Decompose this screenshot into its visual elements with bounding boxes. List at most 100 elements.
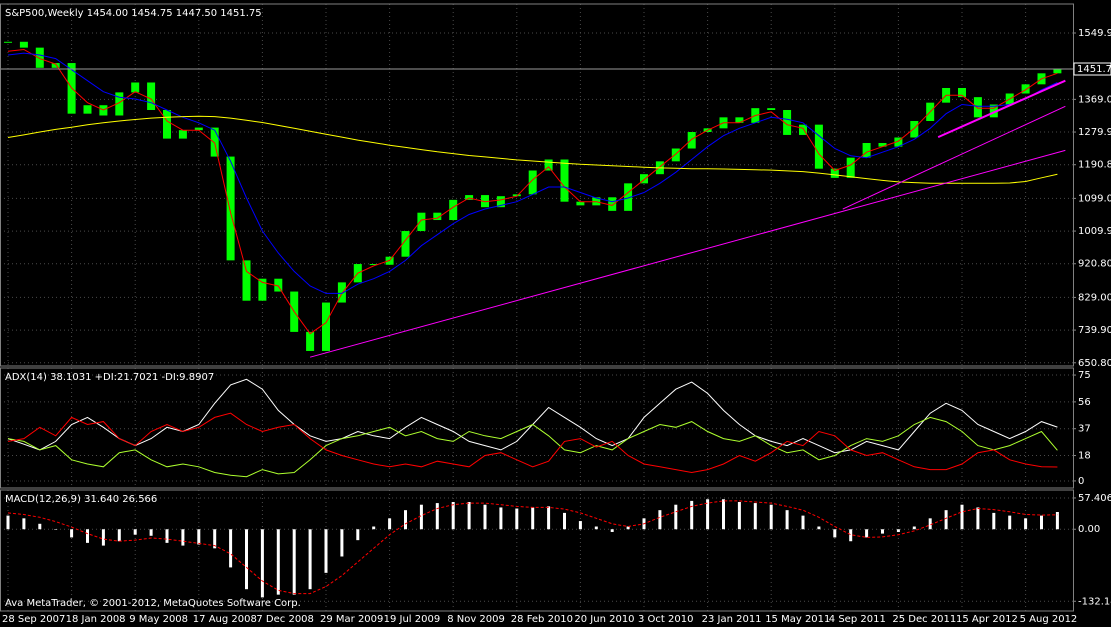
candle bbox=[226, 156, 235, 261]
histogram-bar bbox=[133, 529, 137, 535]
candle bbox=[322, 302, 330, 351]
histogram-bar bbox=[1008, 515, 1012, 530]
candle bbox=[465, 195, 474, 200]
histogram-bar bbox=[1024, 518, 1028, 530]
candle bbox=[481, 195, 489, 208]
candle bbox=[1021, 84, 1030, 94]
panel bbox=[0, 368, 1073, 488]
histogram-bar bbox=[292, 529, 296, 595]
histogram-bar bbox=[149, 529, 153, 536]
series-line bbox=[7, 115, 1058, 184]
y-tick-label: 1369.00 bbox=[1078, 94, 1111, 105]
candle bbox=[846, 157, 855, 178]
histogram-bar bbox=[1040, 515, 1043, 530]
histogram-bar bbox=[547, 506, 551, 530]
x-tick-label: 7 Dec 2008 bbox=[256, 614, 314, 625]
histogram-bar bbox=[737, 501, 741, 530]
histogram-bar bbox=[22, 518, 26, 530]
histogram-bar bbox=[197, 529, 201, 545]
histogram-bar bbox=[6, 515, 10, 530]
histogram-bar bbox=[260, 529, 264, 598]
panel bbox=[0, 4, 1073, 366]
x-tick-label: 23 Jan 2011 bbox=[702, 614, 762, 625]
candle bbox=[830, 168, 839, 178]
candle bbox=[131, 82, 140, 93]
panel-border bbox=[0, 489, 1074, 612]
histogram-bar bbox=[896, 529, 900, 532]
histogram-bar bbox=[992, 512, 996, 530]
histogram-bar bbox=[404, 510, 407, 530]
histogram-bar bbox=[944, 510, 948, 530]
candle bbox=[608, 197, 617, 211]
candle bbox=[910, 120, 919, 138]
candle bbox=[512, 194, 521, 197]
histogram-bar bbox=[276, 529, 280, 595]
candle bbox=[83, 105, 92, 114]
histogram-bar bbox=[960, 504, 964, 530]
y-tick-label: 18 bbox=[1078, 451, 1091, 462]
panel-border bbox=[0, 367, 1074, 489]
candle bbox=[544, 159, 553, 171]
candle bbox=[767, 108, 776, 110]
candle bbox=[560, 159, 569, 202]
y-tick-label: 1190.80 bbox=[1078, 160, 1111, 171]
histogram-bar bbox=[722, 499, 725, 530]
candle bbox=[433, 212, 442, 221]
x-tick-label: 9 May 2008 bbox=[129, 614, 188, 625]
histogram-bar bbox=[1055, 511, 1059, 530]
candle bbox=[306, 331, 315, 351]
histogram-bar bbox=[928, 518, 932, 530]
histogram-bar bbox=[499, 507, 503, 530]
x-tick-label: 20 Jun 2010 bbox=[574, 614, 634, 625]
histogram-bar bbox=[610, 529, 614, 532]
candle bbox=[973, 97, 982, 118]
series-line bbox=[7, 500, 1058, 595]
x-tick-label: 3 Oct 2010 bbox=[638, 614, 693, 625]
candle bbox=[210, 127, 219, 157]
histogram-bar bbox=[753, 503, 757, 530]
x-tick-label: 17 Aug 2008 bbox=[193, 614, 257, 625]
histogram-bar bbox=[372, 526, 376, 530]
x-tick-label: 5 Aug 2012 bbox=[1020, 614, 1078, 625]
histogram-bar bbox=[38, 523, 42, 530]
x-tick-label: 25 Dec 2011 bbox=[892, 614, 956, 625]
histogram-bar bbox=[388, 518, 392, 530]
candle bbox=[274, 278, 283, 292]
candle bbox=[337, 282, 346, 303]
panel-title: MACD(12,26,9) 31.640 26.566 bbox=[5, 494, 157, 505]
histogram-bar bbox=[865, 529, 869, 538]
histogram-bar bbox=[70, 529, 74, 538]
x-tick-label: 19 Jul 2009 bbox=[384, 614, 441, 625]
histogram-bar bbox=[435, 503, 439, 530]
candle bbox=[799, 124, 807, 135]
current-price-box bbox=[1073, 62, 1111, 76]
y-tick-label: 37 bbox=[1078, 424, 1091, 435]
candle bbox=[878, 143, 887, 147]
candle bbox=[528, 170, 537, 195]
histogram-bar bbox=[165, 529, 169, 543]
y-tick-label: 56 bbox=[1078, 397, 1091, 408]
histogram-bar bbox=[769, 504, 773, 530]
x-tick-label: 8 Nov 2009 bbox=[447, 614, 505, 625]
candle bbox=[194, 127, 203, 131]
y-tick-label: 739.90 bbox=[1078, 325, 1111, 336]
panel-border bbox=[0, 3, 1074, 367]
histogram-bar bbox=[515, 508, 519, 530]
histogram-bar bbox=[785, 510, 789, 530]
y-tick-label: 75 bbox=[1078, 370, 1091, 381]
x-tick-label: 15 Apr 2012 bbox=[956, 614, 1018, 625]
histogram-bar bbox=[833, 529, 837, 538]
x-tick-label: 4 Sep 2011 bbox=[829, 614, 886, 625]
histogram-bar bbox=[340, 529, 344, 557]
histogram-bar bbox=[467, 501, 471, 530]
candle bbox=[687, 132, 696, 149]
candle bbox=[4, 41, 12, 43]
candle bbox=[147, 82, 156, 110]
candle bbox=[51, 63, 60, 68]
histogram-bar bbox=[451, 501, 455, 530]
x-tick-label: 18 Jan 2008 bbox=[66, 614, 126, 625]
x-tick-label: 15 May 2011 bbox=[765, 614, 830, 625]
histogram-bar bbox=[419, 504, 423, 530]
y-tick-label: 1549.90 bbox=[1078, 28, 1111, 39]
